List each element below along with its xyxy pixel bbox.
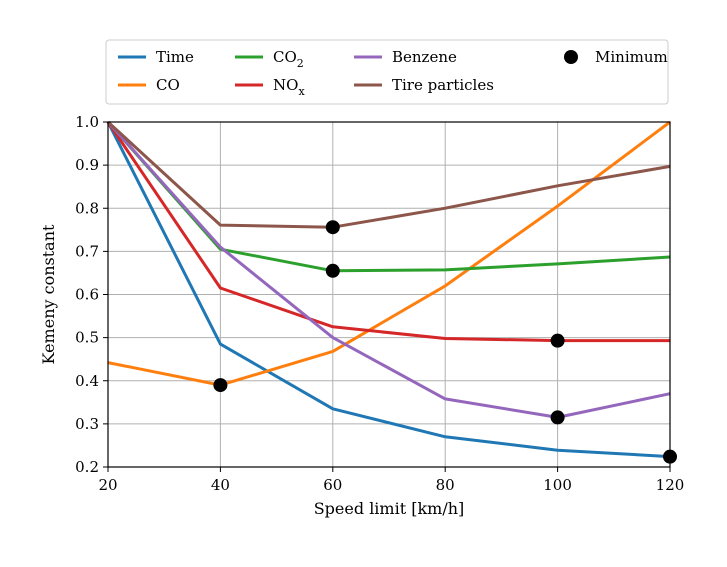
y-tick-label-0.2: 0.2: [75, 458, 99, 476]
legend-label-benzene: Benzene: [392, 48, 457, 66]
legend-subscript-co2: 2: [297, 57, 304, 70]
axis-ticks: 20 40 60 80 100 120 0.2 0.3 0.4 0.5 0.6 0.7 0.8 0.9 1.…: [75, 113, 684, 494]
series-lines: [106, 120, 671, 459]
minimum-markers: [213, 220, 677, 464]
minimum-marker-4: [550, 333, 565, 348]
x-tick-label-20: 20: [98, 476, 117, 494]
minimum-marker-3: [325, 263, 340, 278]
y-axis-label: Kemeny constant: [39, 224, 58, 364]
legend-label-nox: NOx: [273, 76, 305, 98]
legend: Time CO CO2 NOx Benzene Tire particles Minimum: [105, 39, 669, 105]
x-tick-label-100: 100: [543, 476, 572, 494]
x-axis-label: Speed limit [km/h]: [314, 499, 465, 518]
series-line-nox: [106, 121, 670, 343]
y-tick-label-0.6: 0.6: [75, 286, 99, 304]
minimum-marker-6: [325, 220, 340, 235]
y-tick-label-0.7: 0.7: [75, 242, 99, 260]
legend-swatch-minimum: [564, 50, 578, 64]
x-tick-label-40: 40: [211, 476, 230, 494]
legend-label-co2: CO2: [273, 48, 304, 70]
y-tick-label-0.8: 0.8: [75, 199, 99, 217]
x-tick-label-60: 60: [323, 476, 342, 494]
series-line-time: [106, 121, 671, 459]
y-tick-label-0.9: 0.9: [75, 156, 99, 174]
series-line-tire-particles: [106, 120, 671, 229]
series-line-benzene: [106, 120, 671, 419]
series-line-co: [107, 120, 671, 387]
legend-label-tire-particles: Tire particles: [392, 76, 494, 94]
grid: [107, 121, 671, 468]
minimum-marker-2: [213, 378, 228, 393]
legend-label-co: CO: [156, 76, 180, 94]
y-tick-label-0.3: 0.3: [75, 415, 99, 433]
x-tick-label-80: 80: [436, 476, 455, 494]
y-tick-label-0.5: 0.5: [75, 329, 99, 347]
x-tick-label-120: 120: [656, 476, 685, 494]
legend-subscript-nox: x: [298, 85, 305, 98]
legend-label-time: Time: [156, 48, 194, 66]
minimum-marker-5: [550, 410, 565, 425]
y-tick-label-1.0: 1.0: [75, 113, 99, 131]
legend-label-minimum: Minimum: [595, 48, 668, 66]
y-tick-label-0.4: 0.4: [75, 372, 99, 390]
